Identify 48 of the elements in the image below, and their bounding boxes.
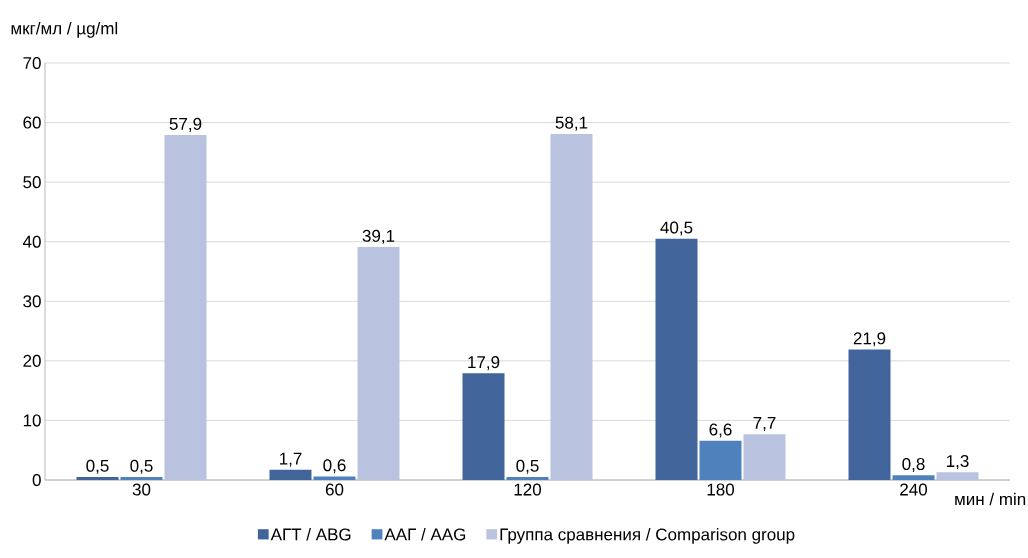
bar bbox=[313, 476, 356, 480]
bar bbox=[743, 434, 786, 480]
bar bbox=[120, 477, 163, 480]
bar bbox=[462, 373, 505, 480]
bar bbox=[848, 349, 891, 480]
data-label: 58,1 bbox=[555, 116, 588, 131]
data-label: 1,3 bbox=[946, 455, 969, 470]
data-label: 0,8 bbox=[902, 457, 925, 473]
data-label: 7,7 bbox=[753, 417, 776, 431]
data-label: 17,9 bbox=[468, 356, 500, 371]
data-label: 0,5 bbox=[86, 459, 109, 474]
bar bbox=[655, 238, 698, 480]
data-label: 39,1 bbox=[362, 229, 395, 244]
bar bbox=[357, 247, 400, 480]
legend-label: Группа сравнения / Comparison group bbox=[500, 527, 795, 544]
y-axis-title: мкг/мл / µg/ml bbox=[11, 21, 118, 38]
data-label: 57,9 bbox=[169, 117, 202, 132]
x-tick-label: 240 bbox=[900, 483, 928, 496]
x-tick-label: 120 bbox=[514, 483, 542, 496]
y-tick-label: 40 bbox=[22, 235, 41, 248]
bar bbox=[892, 475, 935, 480]
y-tick-label: 70 bbox=[23, 56, 41, 70]
y-tick-label: 30 bbox=[23, 295, 41, 308]
bar bbox=[699, 440, 742, 480]
x-tick-label: 30 bbox=[132, 483, 151, 496]
data-label: 0,5 bbox=[130, 459, 153, 474]
bar bbox=[164, 135, 207, 480]
bar bbox=[269, 469, 312, 480]
y-tick-label: 50 bbox=[23, 176, 41, 189]
data-label: 40,5 bbox=[660, 221, 693, 236]
bar bbox=[936, 472, 979, 480]
data-label: 0,5 bbox=[516, 459, 539, 474]
data-label: 0,6 bbox=[323, 459, 346, 474]
x-axis-title: мин / min bbox=[955, 492, 1026, 506]
y-tick-label: 20 bbox=[23, 354, 41, 367]
y-tick-label: 60 bbox=[23, 116, 41, 129]
data-label: 1,7 bbox=[279, 452, 302, 467]
bar bbox=[76, 477, 119, 480]
legend-label: АГТ / ABG bbox=[270, 527, 351, 541]
x-tick-label: 180 bbox=[707, 483, 735, 496]
data-label: 6,6 bbox=[709, 423, 732, 438]
y-tick-label: 0 bbox=[32, 473, 41, 487]
y-tick-label: 10 bbox=[23, 414, 41, 427]
x-tick-label: 60 bbox=[325, 483, 344, 496]
legend-label: ААГ / AAG bbox=[384, 527, 466, 541]
bar bbox=[506, 477, 549, 480]
bar bbox=[550, 133, 593, 480]
data-label: 21,9 bbox=[853, 332, 886, 347]
